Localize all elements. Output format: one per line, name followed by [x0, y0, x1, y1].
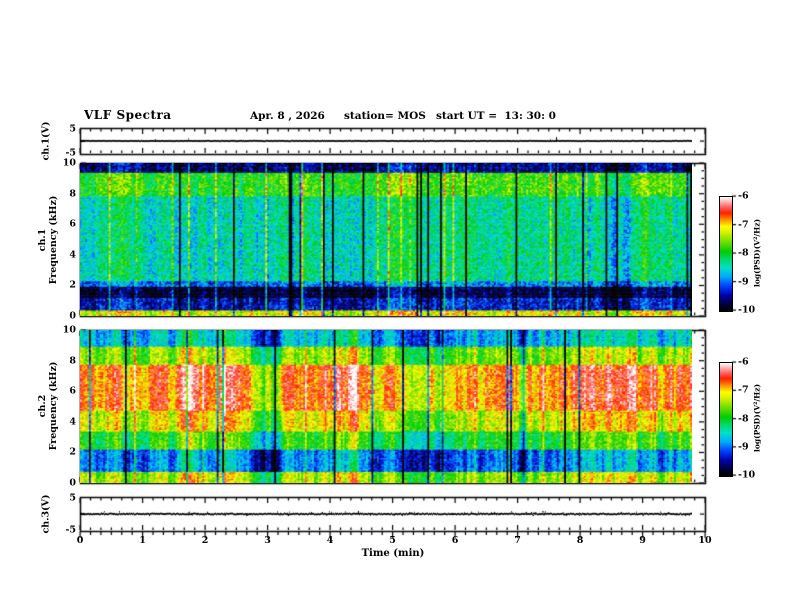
colorbar-tick-label: -9	[738, 441, 749, 453]
freq-tick-label: 10	[62, 157, 76, 169]
x-tick-label: 0	[76, 535, 84, 546]
ch1-spectrogram-canvas	[80, 163, 692, 316]
ch2-spectrogram-canvas	[80, 330, 692, 483]
volt-tick-label: 5	[69, 492, 76, 504]
x-tick-label: 5	[389, 535, 396, 546]
colorbar-tick-label: -7	[738, 384, 749, 396]
colorbar-tick-label: -10	[738, 469, 756, 481]
freq-tick-label: 10	[62, 324, 76, 336]
ch1-axis-label-line1: ch.1	[37, 228, 48, 252]
ch1-waveform-canvas	[80, 128, 692, 154]
colorbar-tick-label: -6	[738, 190, 749, 202]
freq-tick-label: 8	[69, 355, 76, 367]
volt-tick-label: -5	[65, 147, 76, 159]
colorbar-tick-label: -8	[738, 413, 749, 424]
ch2-axis-label-line2: Frequency (kHz)	[48, 361, 59, 451]
x-tick-label: 9	[639, 535, 646, 546]
x-tick-label: 2	[201, 535, 209, 546]
freq-tick-label: 6	[69, 218, 76, 230]
ch3-voltage-axis-label: ch.3(V)	[40, 494, 52, 534]
ch1-voltage-axis-label: ch.1(V)	[40, 121, 52, 161]
volt-tick-label: 5	[69, 123, 76, 135]
ch1-axis-label-line2: Frequency (kHz)	[48, 195, 59, 285]
colorbar-tick-label: -8	[738, 247, 749, 259]
x-tick-label: 3	[264, 535, 271, 546]
x-tick-label: 4	[326, 535, 334, 546]
freq-tick-label: 4	[69, 249, 76, 261]
colorbar-tick-label: -10	[738, 304, 756, 316]
x-tick-label: 1	[139, 535, 146, 546]
ch2-colorbar	[719, 362, 733, 477]
x-tick-label: 8	[576, 535, 584, 546]
time-axis-label: Time (min)	[361, 548, 425, 559]
freq-tick-label: 6	[69, 385, 76, 397]
ch3-waveform-canvas	[80, 497, 692, 531]
freq-tick-label: 0	[69, 477, 76, 489]
freq-tick-label: 2	[69, 446, 76, 458]
ch1-colorbar	[719, 196, 733, 312]
ch2-axis-label-line1: ch.2	[37, 394, 48, 418]
ch2-colorbar-unit-label: log(PSD)(V²/Hz)	[752, 383, 762, 453]
freq-tick-label: 2	[69, 279, 76, 291]
x-tick-label: 10	[698, 535, 712, 546]
freq-tick-label: 4	[69, 416, 76, 428]
ch2-frequency-axis-label: ch.2 Frequency (kHz)	[37, 362, 59, 451]
colorbar-tick-label: -6	[738, 356, 749, 368]
ch1-frequency-axis-label: ch.1 Frequency (kHz)	[37, 196, 59, 285]
freq-tick-label: 0	[69, 310, 76, 322]
x-tick-label: 6	[451, 535, 459, 546]
freq-tick-label: 8	[69, 188, 76, 200]
colorbar-tick-label: -9	[738, 276, 749, 287]
x-tick-label: 7	[514, 535, 521, 546]
volt-tick-label: -5	[65, 524, 76, 536]
ch1-colorbar-unit-label: log(PSD)(V²/Hz)	[752, 218, 762, 288]
colorbar-tick-label: -7	[738, 219, 749, 230]
